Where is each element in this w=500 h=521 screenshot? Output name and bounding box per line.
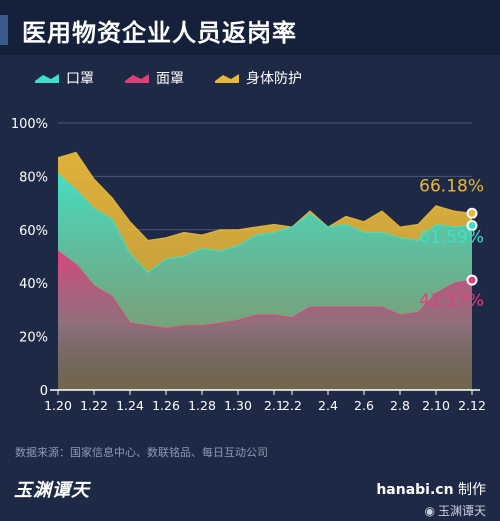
- y-tick-label: 60%: [19, 224, 48, 239]
- line-身体防护: [57, 151, 473, 242]
- end-marker: [466, 220, 478, 232]
- x-tick-label: 1.24: [116, 398, 144, 413]
- area-面罩: [58, 251, 472, 390]
- weibo-eye-icon: ◉: [424, 504, 435, 518]
- line-面罩: [57, 250, 473, 330]
- x-tick-label: 2.6: [354, 398, 374, 413]
- x-tick-label: 1.28: [188, 398, 216, 413]
- axes: 0 20% 40% 60% 80% 100% 1.20 1.22 1.24 1.26 1.28 1.3…: [11, 117, 486, 413]
- x-tick-label: 2.1: [264, 398, 284, 413]
- legend-label: 身体防护: [246, 71, 302, 87]
- end-labels: 66.18% 61.59% 41.17%: [419, 176, 484, 311]
- header: 医用物资企业人员返岗率: [0, 0, 500, 55]
- end-value-label: 41.17%: [419, 291, 484, 311]
- y-tick-label: 80%: [19, 170, 48, 185]
- x-tick-label: 1.26: [152, 398, 180, 413]
- plot-areas: [57, 151, 473, 390]
- made-by-label: 制作: [458, 482, 486, 498]
- credit: hanabi.cn 制作: [376, 479, 486, 499]
- y-tick-label: 20%: [19, 331, 48, 346]
- x-tick-label: 2.8: [390, 398, 410, 413]
- legend-swatch: [125, 74, 149, 83]
- end-value-label: 66.18%: [419, 176, 484, 196]
- site-name: hanabi.cn: [376, 482, 454, 498]
- y-tick-label: 0: [40, 384, 48, 399]
- watermark: ◉ 玉渊谭天: [425, 502, 487, 519]
- x-tick-label: 2.2: [282, 398, 302, 413]
- x-tick-label: 1.20: [44, 398, 72, 413]
- end-value-label: 61.59%: [419, 228, 484, 248]
- source-note: 数据来源：国家信息中心、数联铭品、每日互动公司: [15, 446, 268, 459]
- watermark-text: 玉渊谭天: [437, 504, 486, 518]
- legend-label: 面罩: [156, 71, 184, 87]
- chart: 口罩 面罩 身体防护 0 20% 40% 60% 80% 100% 1.20 1.22 1.24 1.…: [11, 71, 486, 413]
- legend-swatch: [35, 74, 59, 83]
- legend-swatch: [215, 74, 239, 83]
- page-title: 医用物资企业人员返岗率: [22, 19, 297, 47]
- y-tick-label: 40%: [19, 277, 48, 292]
- end-marker: [466, 274, 478, 286]
- brand-logo: 玉渊谭天: [14, 480, 90, 501]
- legend: 口罩 面罩 身体防护: [35, 71, 302, 87]
- end-marker: [466, 207, 478, 219]
- legend-label: 口罩: [66, 71, 94, 87]
- x-tick-label: 2.12: [458, 398, 486, 413]
- x-tick-label: 1.30: [224, 398, 252, 413]
- x-tick-label: 2.4: [318, 398, 338, 413]
- header-accent-bar: [0, 15, 8, 45]
- x-tick-label: 1.22: [80, 398, 108, 413]
- line-口罩: [57, 173, 473, 274]
- x-tick-label: 2.10: [422, 398, 450, 413]
- y-tick-label: 100%: [11, 117, 48, 132]
